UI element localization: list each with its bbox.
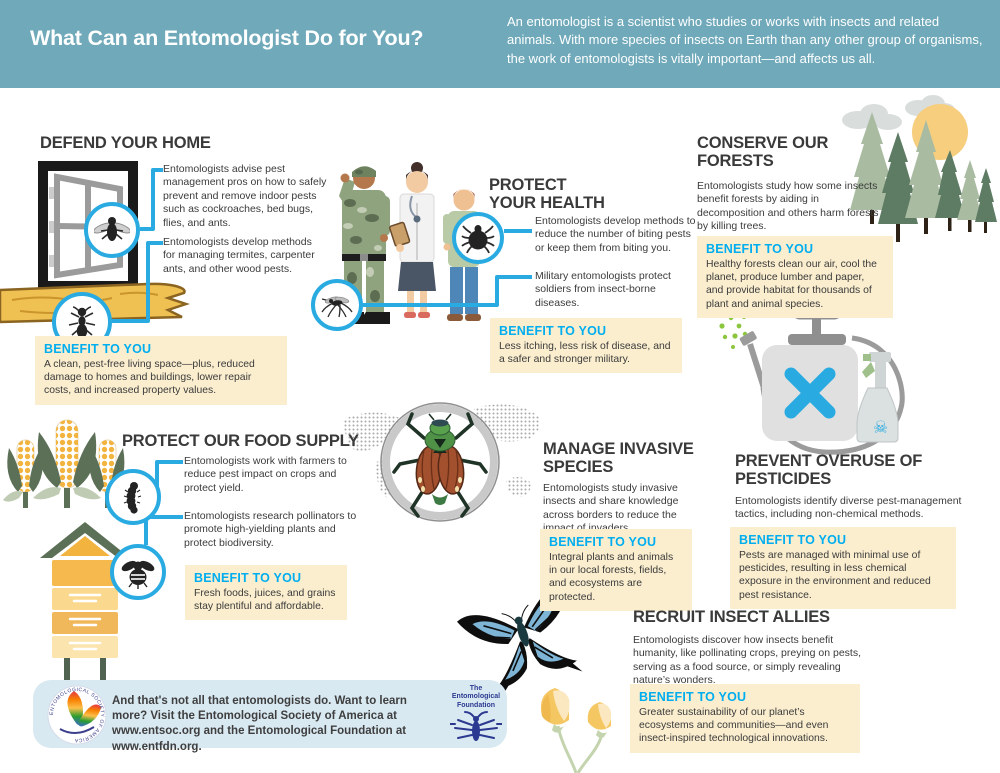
foundation-logo-name: The Entomological Foundation bbox=[451, 685, 501, 709]
section-title-food-supply: PROTECT OUR FOOD SUPPLY bbox=[122, 432, 359, 450]
food-supply-point-1: Entomologists work with farmers to reduc… bbox=[184, 455, 347, 494]
food-supply-benefit-box: BENEFIT TO YOU Fresh foods, juices, and … bbox=[185, 565, 347, 621]
beehive-illustration bbox=[40, 522, 130, 682]
esa-logo: ENTOMOLOGICAL SOCIETY OF AMERICA bbox=[47, 685, 107, 745]
benefit-heading: BENEFIT TO YOU bbox=[194, 571, 302, 585]
spray-bottle-icon: ☠ bbox=[856, 352, 899, 443]
caterpillar-icon bbox=[105, 469, 161, 525]
tulip-right bbox=[587, 702, 612, 738]
forest-illustration bbox=[842, 95, 997, 242]
protect-health-point-2: Military entomologists protect soldiers … bbox=[535, 270, 671, 309]
pesticides-benefit-box: BENEFIT TO YOU Pests are managed with mi… bbox=[730, 527, 956, 609]
header-banner: What Can an Entomologist Do for You? An … bbox=[0, 0, 1000, 88]
tulip-left bbox=[540, 688, 570, 733]
doctor-figure bbox=[389, 162, 436, 318]
section-title-conserve-forests: CONSERVE OUR FORESTS bbox=[697, 134, 829, 171]
footer-text: And that's not all that entomologists do… bbox=[112, 695, 407, 753]
section-title-insect-allies: RECRUIT INSECT ALLIES bbox=[633, 608, 830, 626]
page-title: What Can an Entomologist Do for You? bbox=[30, 26, 424, 50]
section-title-defend-home: DEFEND YOUR HOME bbox=[40, 134, 211, 152]
protect-health-benefit-text: Less itching, less risk of disease, and … bbox=[499, 341, 671, 366]
pesticide-sprayer-illustration: ☠ bbox=[719, 301, 905, 455]
skull-icon: ☠ bbox=[873, 418, 888, 438]
defend-home-benefit-text: A clean, pest-free living space—plus, re… bbox=[44, 359, 255, 397]
section-title-pesticides: PREVENT OVERUSE OF PESTICIDES bbox=[735, 452, 923, 489]
insect-allies-text: Entomologists discover how insects benef… bbox=[633, 634, 862, 687]
conserve-forests-benefit-box: BENEFIT TO YOU Healthy forests clean our… bbox=[697, 236, 893, 318]
benefit-heading: BENEFIT TO YOU bbox=[739, 533, 847, 547]
section-title-protect-health: PROTECT YOUR HEALTH bbox=[489, 176, 605, 213]
defend-home-benefit-box: BENEFIT TO YOU A clean, pest-free living… bbox=[35, 336, 287, 405]
defend-home-point-2: Entomologists develop methods for managi… bbox=[163, 236, 315, 275]
invasive-species-benefit-box: BENEFIT TO YOU Integral plants and anima… bbox=[540, 529, 692, 611]
protect-health-point-1: Entomologists develop methods to reduce … bbox=[535, 215, 696, 254]
invasive-species-benefit-text: Integral plants and animals in our local… bbox=[549, 552, 674, 603]
food-supply-point-2: Entomologists research pollinators to pr… bbox=[184, 510, 357, 549]
tick-icon bbox=[452, 212, 504, 264]
bee-icon bbox=[110, 544, 166, 600]
conserve-forests-text: Entomologists study how some insects ben… bbox=[697, 180, 879, 233]
benefit-heading: BENEFIT TO YOU bbox=[706, 242, 814, 256]
invasive-species-text: Entomologists study invasive insects and… bbox=[543, 482, 679, 534]
benefit-heading: BENEFIT TO YOU bbox=[44, 342, 152, 356]
insect-allies-benefit-text: Greater sustainability of our planet’s e… bbox=[639, 707, 829, 745]
protect-health-benefit-box: BENEFIT TO YOU Less itching, less risk o… bbox=[490, 318, 682, 374]
corn-illustration bbox=[3, 419, 128, 508]
tulip-illustration bbox=[540, 688, 612, 773]
section-title-invasive-species: MANAGE INVASIVE SPECIES bbox=[543, 440, 694, 477]
header-description: An entomologist is a scientist who studi… bbox=[507, 14, 983, 66]
footer-panel bbox=[33, 680, 507, 748]
pesticides-text: Entomologists identify diverse pest-mana… bbox=[735, 495, 962, 521]
defend-home-point-1: Entomologists advise pest management pro… bbox=[163, 163, 327, 229]
no-pesticide-x-icon bbox=[784, 367, 836, 419]
mosquito-icon bbox=[311, 279, 363, 331]
benefit-heading: BENEFIT TO YOU bbox=[499, 324, 607, 338]
pesticides-benefit-text: Pests are managed with minimal use of pe… bbox=[739, 550, 931, 601]
foundation-logo-icon bbox=[450, 711, 502, 741]
conserve-forests-benefit-text: Healthy forests clean our air, cool the … bbox=[706, 259, 877, 310]
benefit-heading: BENEFIT TO YOU bbox=[639, 690, 747, 704]
world-map-illustration bbox=[342, 402, 540, 522]
insect-allies-benefit-box: BENEFIT TO YOU Greater sustainability of… bbox=[630, 684, 860, 753]
food-supply-benefit-text: Fresh foods, juices, and grains stay ple… bbox=[194, 588, 336, 613]
fly-icon bbox=[84, 202, 140, 258]
benefit-heading: BENEFIT TO YOU bbox=[549, 535, 657, 549]
beetle-icon bbox=[392, 412, 488, 518]
